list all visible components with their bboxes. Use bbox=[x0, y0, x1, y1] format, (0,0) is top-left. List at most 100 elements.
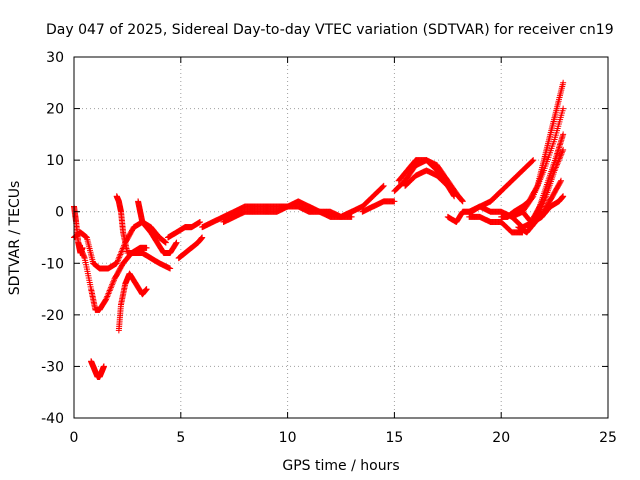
x-axis-label: GPS time / hours bbox=[282, 458, 399, 474]
data-point bbox=[105, 290, 112, 297]
series-track-06 bbox=[135, 198, 180, 256]
data-point bbox=[379, 183, 386, 190]
data-point bbox=[167, 265, 174, 272]
data-point bbox=[558, 151, 565, 158]
data-point bbox=[107, 286, 114, 293]
data-points bbox=[71, 79, 567, 380]
data-point bbox=[173, 239, 180, 246]
data-point bbox=[116, 254, 123, 261]
data-point bbox=[530, 157, 537, 164]
data-point bbox=[110, 277, 117, 284]
data-point bbox=[542, 194, 549, 201]
axis-ticks bbox=[73, 56, 609, 419]
x-tick-label: 10 bbox=[279, 430, 297, 446]
data-point bbox=[108, 283, 115, 290]
data-point bbox=[553, 163, 560, 170]
data-point bbox=[348, 213, 355, 220]
y-tick-labels: -40 -30 -20 -10 0 10 20 30 bbox=[41, 50, 64, 427]
data-point bbox=[558, 149, 565, 156]
data-point bbox=[117, 249, 124, 256]
series-track-08 bbox=[164, 219, 204, 241]
data-point bbox=[557, 154, 564, 161]
data-point bbox=[391, 198, 398, 205]
x-tick-label: 0 bbox=[70, 430, 79, 446]
data-point bbox=[199, 234, 206, 241]
data-point bbox=[560, 193, 567, 200]
x-tick-label: 25 bbox=[599, 430, 617, 446]
data-point bbox=[560, 131, 567, 138]
data-point bbox=[560, 79, 567, 86]
data-point bbox=[114, 257, 121, 264]
data-point bbox=[555, 158, 562, 165]
y-tick-label: -40 bbox=[41, 411, 64, 427]
data-point bbox=[556, 155, 563, 162]
data-point bbox=[106, 289, 113, 296]
data-point bbox=[554, 161, 561, 168]
data-point bbox=[559, 148, 566, 155]
data-point bbox=[197, 219, 204, 226]
data-point bbox=[143, 244, 150, 251]
data-point bbox=[107, 284, 114, 291]
data-point bbox=[560, 105, 567, 112]
series-track-03 bbox=[115, 270, 150, 334]
x-tick-label: 5 bbox=[176, 430, 185, 446]
data-point bbox=[540, 200, 547, 207]
data-point bbox=[113, 260, 120, 267]
y-tick-label: 30 bbox=[46, 50, 64, 66]
data-point bbox=[116, 252, 123, 259]
data-point bbox=[558, 177, 565, 184]
series-track-19 bbox=[466, 213, 526, 236]
series-track-09 bbox=[175, 234, 206, 262]
data-point bbox=[541, 196, 548, 203]
data-point bbox=[79, 244, 86, 251]
x-tick-labels: 0 5 10 15 20 25 bbox=[70, 430, 617, 446]
data-point bbox=[109, 280, 116, 287]
data-point bbox=[552, 164, 559, 171]
series-track-22 bbox=[508, 105, 567, 220]
y-tick-label: 10 bbox=[46, 153, 64, 169]
data-point bbox=[115, 255, 122, 262]
data-point bbox=[555, 157, 562, 164]
data-point bbox=[103, 294, 110, 301]
series-track-20 bbox=[487, 157, 537, 205]
data-point bbox=[118, 248, 125, 255]
series-track-11 bbox=[220, 203, 355, 226]
data-point bbox=[557, 178, 564, 185]
data-point bbox=[162, 239, 169, 246]
data-point bbox=[459, 198, 466, 205]
data-point bbox=[110, 278, 117, 285]
data-point bbox=[100, 363, 107, 370]
data-point bbox=[455, 193, 462, 200]
x-tick-label: 15 bbox=[385, 430, 403, 446]
x-tick-label: 20 bbox=[492, 430, 510, 446]
data-point bbox=[454, 192, 461, 199]
chart-title: Day 047 of 2025, Sidereal Day-to-day VTE… bbox=[46, 22, 614, 38]
y-tick-label: -20 bbox=[41, 308, 64, 324]
data-point bbox=[143, 286, 150, 293]
data-point bbox=[380, 182, 387, 189]
data-point bbox=[117, 251, 124, 258]
data-point bbox=[551, 167, 558, 174]
data-point bbox=[557, 152, 564, 159]
data-point bbox=[560, 146, 567, 153]
data-point bbox=[106, 287, 113, 294]
data-point bbox=[104, 293, 111, 300]
series-track-04 bbox=[88, 358, 107, 380]
data-point bbox=[552, 165, 559, 172]
y-tick-label: -30 bbox=[41, 359, 64, 375]
data-point bbox=[539, 202, 546, 209]
y-tick-label: 0 bbox=[55, 205, 64, 221]
data-point bbox=[529, 157, 536, 164]
plot-frame bbox=[73, 56, 609, 419]
data-point bbox=[540, 199, 547, 206]
series-track-05 bbox=[113, 193, 174, 272]
data-point bbox=[541, 197, 548, 204]
series-track-26 bbox=[530, 193, 567, 226]
series-track-12 bbox=[338, 182, 387, 220]
y-tick-label: 20 bbox=[46, 102, 64, 118]
data-point bbox=[554, 160, 561, 167]
data-point bbox=[114, 258, 121, 265]
series-track-13 bbox=[359, 198, 398, 215]
y-tick-label: -10 bbox=[41, 256, 64, 272]
